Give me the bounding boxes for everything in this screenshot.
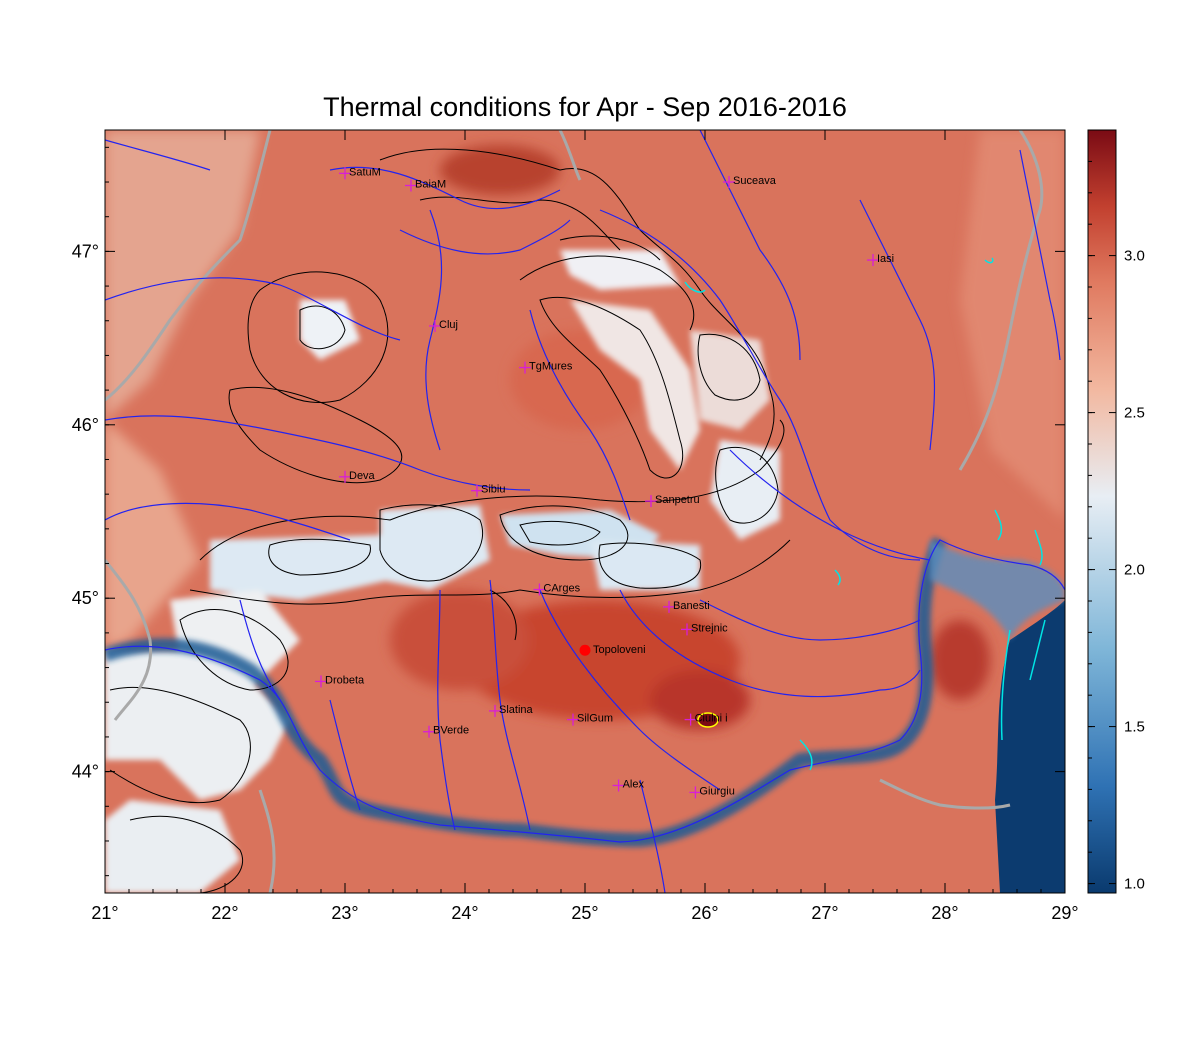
max-zone-contour [697,712,719,728]
city-label: TgMures [529,361,573,373]
colorbar-label: 3.0 [1124,248,1145,265]
city-marker-bverde: BVerde [423,725,469,738]
city-marker-deva: Deva [339,470,376,483]
cities-layer: SatuM BaiaM Suceava Iasi Cluj TgMures Deva Sibi… [315,166,894,799]
y-tick-label: 46° [72,415,99,435]
city-label: Ciulni i [695,713,728,725]
city-label: SilGum [577,713,613,725]
x-tick-label: 28° [931,903,958,923]
highlight-label: Topoloveni [593,644,646,656]
colorbar: 1.0 1.5 2.0 2.5 3.0 [1087,129,1145,894]
city-label: Banesti [673,600,710,612]
city-label: Alex [623,778,645,790]
contour-lines [109,148,791,893]
colorbar-label: 1.0 [1124,876,1145,893]
city-marker-giurgiu: Giurgiu [689,785,735,799]
y-tick-label: 44° [72,762,99,782]
city-marker-iasi: Iasi [867,253,894,267]
mountain-zones [105,250,780,893]
city-marker-drobeta: Drobeta [315,674,365,688]
x-tick-label: 22° [211,903,238,923]
y-tick-label: 47° [72,241,99,261]
city-label: Suceava [733,175,777,187]
lakes [684,257,1046,771]
map-title: Thermal conditions for Apr - Sep 2016-20… [323,92,847,122]
danube-band [105,536,947,847]
city-label: Iasi [877,253,894,265]
city-marker-sanpetru: Sanpetru [645,494,700,508]
city-marker-sibiu: Sibiu [471,484,505,497]
city-label: Giurgiu [699,785,734,797]
highlight-point-topoloveni: Topoloveni [579,644,646,656]
city-label: Slatina [499,704,534,716]
y-tick-label: 45° [72,588,99,608]
x-tick-label: 21° [91,903,118,923]
map-plot-area: SatuM BaiaM Suceava Iasi Cluj TgMures Deva Sibi… [105,130,1065,893]
city-marker-slatina: Slatina [489,704,534,717]
city-label: Sanpetru [655,494,700,506]
black-sea [995,600,1065,893]
city-marker-ciulnita: Ciulni i [684,713,728,726]
country-borders [105,130,1044,893]
colorbar-label: 2.0 [1124,562,1145,579]
colorbar-label: 2.5 [1124,405,1145,422]
x-tick-label: 29° [1051,903,1078,923]
city-label: CArges [543,583,580,595]
city-label: Deva [349,470,376,482]
city-label: Cluj [439,319,458,331]
city-marker-strejnic: Strejnic [681,622,728,636]
city-label: BVerde [433,725,469,737]
city-marker-banesti: Banesti [663,600,710,613]
city-marker-tgmures: TgMures [519,361,573,374]
city-marker-baiam: BaiaM [405,178,446,192]
city-marker-suceava: Suceava [723,175,777,189]
city-label: Sibiu [481,484,505,496]
city-marker-carges: CArges [533,583,581,596]
x-tick-label: 27° [811,903,838,923]
x-tick-label: 23° [331,903,358,923]
colorbar-ticks: 1.0 1.5 2.0 2.5 3.0 [1088,160,1145,893]
colorbar-gradient [1087,129,1117,894]
highlight-dot [579,644,591,656]
city-marker-satum: SatuM [339,166,381,180]
x-tick-label: 25° [571,903,598,923]
x-tick-label: 24° [451,903,478,923]
city-label: SatuM [349,166,381,178]
city-label: Drobeta [325,674,365,686]
x-tick-label: 26° [691,903,718,923]
city-marker-alex: Alex [612,778,645,792]
city-marker-silgum: SilGum [567,713,613,726]
city-label: BaiaM [415,178,446,190]
rivers [105,130,1065,893]
colorbar-label: 1.5 [1124,719,1145,736]
city-label: Strejnic [691,622,728,634]
city-marker-cluj: Cluj [429,319,458,332]
axis-ticks: 21° 22° 23° 24° 25° 26° 27° 28° 29° 44° 45° 46° 47° [72,130,1079,923]
